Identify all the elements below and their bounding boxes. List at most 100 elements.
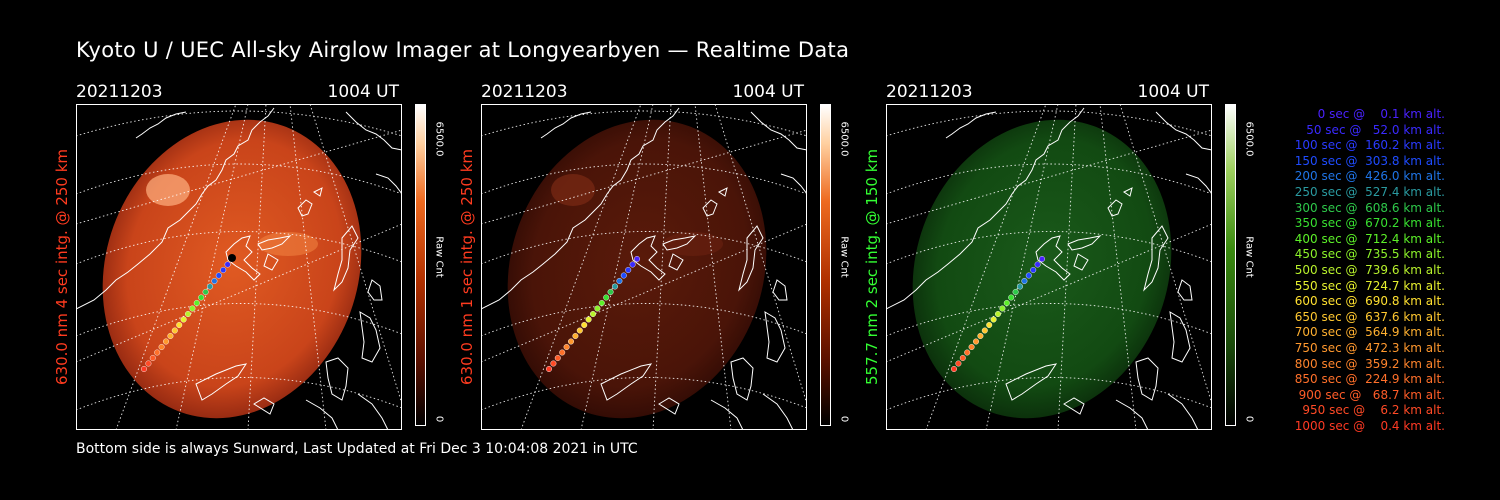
coastline bbox=[263, 253, 279, 271]
grid-line bbox=[76, 377, 402, 411]
grid-line bbox=[886, 163, 1212, 195]
trajectory-point bbox=[589, 310, 596, 317]
page-title: Kyoto U / UEC All-sky Airglow Imager at … bbox=[76, 38, 850, 62]
imager-panel-2: 20211203 1004 UT 630.0 nm 1 sec intg. @ … bbox=[458, 82, 941, 432]
trajectory-point bbox=[598, 299, 605, 306]
trajectory-point bbox=[633, 255, 640, 262]
coastline bbox=[718, 187, 728, 197]
grid-line bbox=[309, 104, 402, 405]
trajectory-point bbox=[180, 316, 187, 323]
coastline bbox=[1073, 253, 1089, 271]
colorbar bbox=[415, 104, 426, 426]
grid-line bbox=[694, 104, 732, 430]
grid-line bbox=[714, 104, 807, 405]
legend-row: 0 sec @ 0.1 km alt. bbox=[1306, 107, 1445, 121]
coastline bbox=[780, 173, 807, 195]
grid-line bbox=[1099, 104, 1137, 430]
allsky-image bbox=[886, 104, 1212, 430]
aurora-patch bbox=[663, 232, 723, 256]
grid-line bbox=[886, 303, 1212, 337]
trajectory-point bbox=[158, 343, 165, 350]
trajectory-point bbox=[981, 327, 988, 334]
imager-panel-1: 20211203 1004 UT 630.0 nm 4 sec intg. @ … bbox=[53, 82, 536, 432]
legend-row: 950 sec @ 6.2 km alt. bbox=[1298, 403, 1445, 418]
grid-line bbox=[76, 163, 402, 195]
trajectory-point bbox=[145, 360, 152, 367]
image-frame bbox=[886, 104, 1212, 430]
coastline bbox=[253, 397, 275, 415]
grid-line bbox=[1119, 104, 1212, 405]
coastline bbox=[1107, 199, 1123, 217]
wavelength-label: 630.0 nm 1 sec intg. @ 250 km bbox=[457, 104, 477, 430]
image-frame bbox=[76, 104, 402, 430]
trajectory-point bbox=[184, 310, 191, 317]
colorbar-max-label: 6500.0 bbox=[1243, 121, 1255, 157]
wavelength-label-text: 630.0 nm 4 sec intg. @ 250 km bbox=[53, 148, 71, 386]
panel-date: 20211203 bbox=[886, 82, 973, 102]
trajectory-point bbox=[224, 261, 231, 268]
trajectory-point bbox=[171, 327, 178, 334]
legend-row: 100 sec @ 160.2 km alt. bbox=[1290, 138, 1445, 153]
trajectory-point bbox=[202, 288, 209, 295]
legend-row: 900 sec @ 68.7 km alt. bbox=[1294, 387, 1445, 402]
trajectory-point bbox=[211, 277, 218, 284]
trajectory-point bbox=[603, 294, 610, 301]
grid-line bbox=[76, 110, 402, 137]
trajectory-point bbox=[1030, 266, 1037, 273]
trajectory-point bbox=[189, 305, 196, 312]
trajectory-point bbox=[215, 272, 222, 279]
grid-line bbox=[481, 110, 807, 137]
colorbar-min-label: 0 bbox=[433, 415, 445, 423]
trajectory-point bbox=[167, 332, 174, 339]
coastline bbox=[1185, 173, 1212, 195]
legend-row: 50 sec @ 52.0 km alt. bbox=[1298, 122, 1445, 137]
trajectory-point bbox=[193, 299, 200, 306]
coastline bbox=[945, 111, 997, 139]
legend-row: 700 sec @ 564.9 km alt. bbox=[1290, 325, 1445, 340]
coastline bbox=[1177, 279, 1193, 301]
wavelength-label: 557.7 nm 2 sec intg. @ 150 km bbox=[862, 104, 882, 430]
trajectory-point bbox=[154, 349, 161, 356]
trajectory-point bbox=[1016, 283, 1023, 290]
coastline bbox=[313, 187, 323, 197]
trajectory-point bbox=[959, 354, 966, 361]
trajectory-point bbox=[1025, 272, 1032, 279]
trajectory-point bbox=[198, 294, 205, 301]
coastline bbox=[1169, 311, 1191, 363]
trajectory-point bbox=[972, 338, 979, 345]
panel-date: 20211203 bbox=[481, 82, 568, 102]
wavelength-label: 630.0 nm 4 sec intg. @ 250 km bbox=[52, 104, 72, 430]
colorbar-unit-label: Raw Cnt bbox=[1243, 236, 1255, 278]
coastline bbox=[764, 311, 786, 363]
grid-line bbox=[1057, 104, 1077, 430]
coastline bbox=[668, 253, 684, 271]
trajectory-point bbox=[149, 354, 156, 361]
grid-line bbox=[520, 104, 642, 430]
wavelength-label-text: 557.7 nm 2 sec intg. @ 150 km bbox=[863, 148, 881, 386]
coastline bbox=[357, 393, 389, 430]
colorbar-min-label: 0 bbox=[838, 415, 850, 423]
panel-time: 1004 UT bbox=[1137, 82, 1210, 102]
trajectory-point bbox=[1038, 255, 1045, 262]
trajectory-point bbox=[629, 261, 636, 268]
footer-status: Bottom side is always Sunward, Last Upda… bbox=[76, 441, 638, 457]
grid-line bbox=[886, 223, 1212, 363]
grid-line bbox=[76, 231, 402, 265]
trajectory-point bbox=[581, 321, 588, 328]
legend-row: 200 sec @ 426.0 km alt. bbox=[1290, 169, 1445, 184]
trajectory-point bbox=[554, 354, 561, 361]
trajectory-point bbox=[968, 343, 975, 350]
aurora-patch bbox=[146, 174, 190, 206]
coastline bbox=[345, 111, 402, 151]
grid-line bbox=[886, 129, 1212, 225]
trajectory-point bbox=[220, 266, 227, 273]
trajectory-point bbox=[625, 266, 632, 273]
trajectory-point bbox=[162, 338, 169, 345]
trajectory-point bbox=[1003, 299, 1010, 306]
grid-line bbox=[76, 223, 402, 363]
allsky-disc bbox=[912, 119, 1172, 419]
grid-line bbox=[886, 231, 1212, 265]
legend-row: 600 sec @ 690.8 km alt. bbox=[1290, 294, 1445, 309]
trajectory-point bbox=[1021, 277, 1028, 284]
grid-line bbox=[76, 129, 402, 225]
